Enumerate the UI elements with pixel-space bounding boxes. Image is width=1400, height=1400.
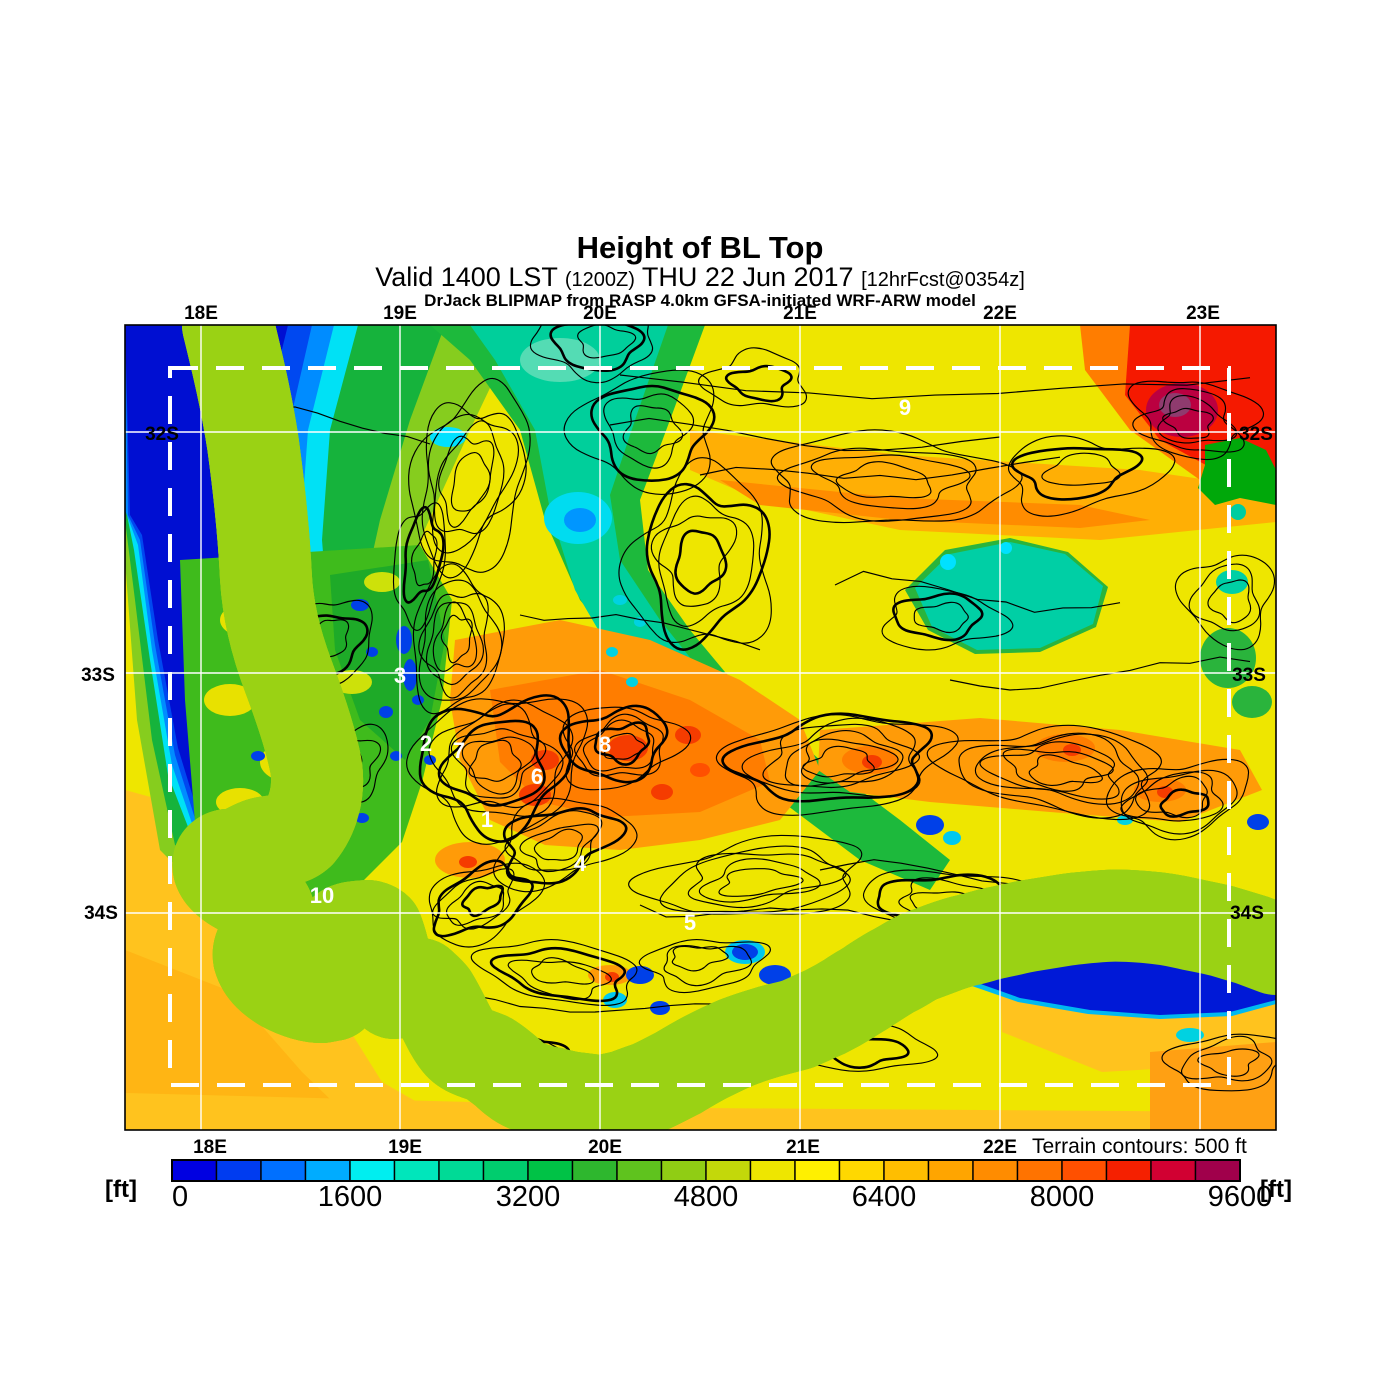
graticule xyxy=(125,325,1276,1130)
valid-line: Valid 1400 LST (1200Z) THU 22 Jun 2017 [… xyxy=(375,262,1025,292)
lon-label-top: 18E xyxy=(184,303,218,324)
site-labels: 1 2 3 4 5 6 7 8 9 10 xyxy=(310,395,911,935)
lon-label-bottom: 22E xyxy=(983,1137,1017,1158)
colorbar-unit-left: [ft] xyxy=(105,1176,137,1203)
colorbar-segment xyxy=(1061,1159,1108,1182)
colorbar-tick: 3200 xyxy=(496,1181,561,1213)
site-label-3: 3 xyxy=(394,663,406,688)
valid-date: THU 22 Jun 2017 xyxy=(642,262,854,292)
page-title: Height of BL Top xyxy=(577,230,824,265)
map-field: 1 2 3 4 5 6 7 8 9 10 xyxy=(125,325,1276,1130)
colorbar-segment xyxy=(349,1159,396,1182)
colorbar-unit-right: [ft] xyxy=(1260,1176,1292,1203)
colorbar-tick: 9600 xyxy=(1208,1181,1273,1213)
lon-label-top: 22E xyxy=(983,303,1017,324)
axis-labels: 18E 19E 20E 21E 22E 23E 18E 19E 20E 21E 22E 32S 33S 3… xyxy=(81,303,1273,1158)
header: Height of BL Top Valid 1400 LST (1200Z) … xyxy=(375,230,1025,310)
colorbar-segment xyxy=(1105,1159,1152,1182)
colorbar-segment xyxy=(883,1159,930,1182)
colorbar-segment xyxy=(972,1159,1019,1182)
colorbar-tick: 1600 xyxy=(318,1181,383,1213)
colorbar-tick: 6400 xyxy=(852,1181,917,1213)
terrain-note: Terrain contours: 500 ft xyxy=(1032,1135,1247,1158)
colorbar-segment xyxy=(927,1159,974,1182)
colorbar-tick: 0 xyxy=(172,1181,188,1213)
colorbar-segment xyxy=(527,1159,574,1182)
lat-label-right: 33S xyxy=(1232,665,1266,686)
lon-label-bottom: 18E xyxy=(193,1137,227,1158)
site-label-4: 4 xyxy=(574,851,587,876)
site-label-9: 9 xyxy=(899,395,911,420)
valid-prefix: Valid 1400 LST xyxy=(375,262,557,292)
lon-label-top: 21E xyxy=(783,303,817,324)
lat-label-left: 34S xyxy=(84,903,118,924)
site-label-7: 7 xyxy=(453,738,465,763)
site-label-5: 5 xyxy=(684,910,696,935)
lon-label-bottom: 20E xyxy=(588,1137,622,1158)
colorbar-segment xyxy=(705,1159,752,1182)
lon-label-top: 20E xyxy=(583,303,617,324)
valid-fcst: [12hrFcst@0354z] xyxy=(861,269,1025,291)
colorbar-segment xyxy=(1150,1159,1197,1182)
lon-label-bottom: 21E xyxy=(786,1137,820,1158)
domain-boundary xyxy=(168,366,1231,1087)
colorbar-segment xyxy=(260,1159,307,1182)
colorbar-tick: 4800 xyxy=(674,1181,739,1213)
colorbar-segment xyxy=(749,1159,796,1182)
site-label-8: 8 xyxy=(599,732,611,757)
lon-label-top: 19E xyxy=(383,303,417,324)
lon-label-bottom: 19E xyxy=(388,1137,422,1158)
lat-label-right: 32S xyxy=(1239,424,1273,445)
colorbar-frame xyxy=(171,1159,1241,1182)
lon-label-top: 23E xyxy=(1186,303,1220,324)
colorbar-tick: 8000 xyxy=(1030,1181,1095,1213)
model-line: DrJack BLIPMAP from RASP 4.0km GFSA-init… xyxy=(424,291,976,310)
lat-label-left: 33S xyxy=(81,665,115,686)
colorbar-segment xyxy=(616,1159,663,1182)
colorbar-segment xyxy=(482,1159,529,1182)
colorbar-segment xyxy=(660,1159,707,1182)
valid-zulu: (1200Z) xyxy=(565,269,635,291)
colorbar-segment xyxy=(1016,1159,1063,1182)
colorbar-segment xyxy=(571,1159,618,1182)
colorbar-segment xyxy=(393,1159,440,1182)
lat-label-right: 34S xyxy=(1230,903,1264,924)
site-label-10: 10 xyxy=(310,883,334,908)
colorbar-segment xyxy=(438,1159,485,1182)
colorbar: 0 1600 3200 4800 6400 8000 9600 xyxy=(171,1159,1273,1213)
colorbar-segment xyxy=(794,1159,841,1182)
colorbar-segment xyxy=(171,1159,218,1182)
site-label-1: 1 xyxy=(481,807,493,832)
colorbar-segment xyxy=(1194,1159,1241,1182)
colorbar-segment xyxy=(838,1159,885,1182)
colorbar-segment xyxy=(304,1159,351,1182)
map-frame xyxy=(124,324,1277,1131)
lat-label-left: 32S xyxy=(145,424,179,445)
site-label-6: 6 xyxy=(531,764,543,789)
colorbar-segment xyxy=(215,1159,262,1182)
site-label-2: 2 xyxy=(420,731,432,756)
